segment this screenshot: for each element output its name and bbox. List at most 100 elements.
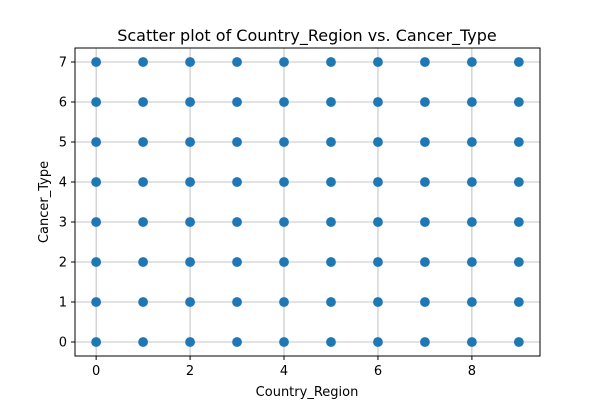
data-point xyxy=(232,137,242,147)
data-point xyxy=(326,297,336,307)
data-point xyxy=(466,57,477,67)
data-point xyxy=(326,217,336,227)
data-point xyxy=(513,297,524,307)
data-point xyxy=(373,337,383,347)
data-point xyxy=(513,177,524,187)
data-point xyxy=(279,337,289,347)
data-point xyxy=(373,217,383,227)
data-point xyxy=(232,257,242,267)
data-point xyxy=(513,217,524,227)
data-point xyxy=(420,97,430,107)
data-point xyxy=(91,137,102,147)
data-point xyxy=(466,337,477,347)
x-tick-label: 6 xyxy=(374,364,382,379)
data-point xyxy=(513,97,524,107)
data-point xyxy=(232,57,242,67)
data-point xyxy=(279,57,289,67)
data-point xyxy=(185,177,195,187)
data-point xyxy=(185,137,195,147)
data-point xyxy=(232,297,242,307)
y-tick-label: 5 xyxy=(59,136,67,151)
data-point xyxy=(420,297,430,307)
data-point xyxy=(279,177,289,187)
y-axis-label: Cancer_Type xyxy=(37,161,52,243)
data-point xyxy=(513,57,524,67)
data-point xyxy=(326,97,336,107)
data-point xyxy=(138,97,149,107)
data-point xyxy=(373,177,383,187)
data-point xyxy=(279,137,289,147)
data-point xyxy=(138,337,149,347)
plot-frame xyxy=(74,47,541,357)
data-point xyxy=(326,137,336,147)
data-point xyxy=(466,297,477,307)
data-point xyxy=(326,177,336,187)
data-point xyxy=(420,177,430,187)
data-point xyxy=(466,217,477,227)
data-point xyxy=(420,217,430,227)
x-axis-label: Country_Region xyxy=(256,385,359,400)
data-point xyxy=(513,137,524,147)
data-point xyxy=(420,57,430,67)
data-point xyxy=(513,337,524,347)
data-point xyxy=(373,297,383,307)
data-points xyxy=(91,57,524,347)
y-tick-label: 7 xyxy=(59,56,67,71)
data-point xyxy=(91,177,102,187)
data-point xyxy=(185,257,195,267)
data-point xyxy=(420,137,430,147)
data-point xyxy=(185,97,195,107)
data-point xyxy=(185,337,195,347)
data-point xyxy=(138,217,149,227)
data-point xyxy=(138,177,149,187)
data-point xyxy=(91,297,102,307)
data-point xyxy=(279,217,289,227)
x-tick-label: 4 xyxy=(280,364,288,379)
data-point xyxy=(91,257,102,267)
data-point xyxy=(279,257,289,267)
data-point xyxy=(138,137,149,147)
data-point xyxy=(232,217,242,227)
data-point xyxy=(373,137,383,147)
data-point xyxy=(185,57,195,67)
data-point xyxy=(91,97,102,107)
y-tick-label: 3 xyxy=(59,216,67,231)
data-point xyxy=(232,337,242,347)
data-point xyxy=(373,97,383,107)
data-point xyxy=(232,97,242,107)
data-point xyxy=(373,57,383,67)
data-point xyxy=(232,177,242,187)
data-point xyxy=(91,337,102,347)
chart-title: Scatter plot of Country_Region vs. Cance… xyxy=(117,26,497,46)
data-point xyxy=(185,297,195,307)
data-point xyxy=(326,257,336,267)
x-tick-label: 8 xyxy=(468,364,476,379)
data-point xyxy=(185,217,195,227)
data-point xyxy=(138,57,149,67)
data-point xyxy=(326,57,336,67)
data-point xyxy=(326,337,336,347)
data-point xyxy=(373,257,383,267)
data-point xyxy=(466,137,477,147)
data-point xyxy=(91,57,102,67)
data-point xyxy=(420,257,430,267)
data-point xyxy=(91,217,102,227)
x-tick-label: 2 xyxy=(186,364,194,379)
y-tick-label: 1 xyxy=(59,296,67,311)
y-tick-label: 4 xyxy=(59,176,67,191)
gridlines xyxy=(75,48,540,356)
data-point xyxy=(466,177,477,187)
x-tick-label: 0 xyxy=(92,364,100,379)
x-axis-ticks: 0 2 4 6 8 xyxy=(92,356,476,379)
y-axis-ticks: 0 1 2 3 4 5 6 7 xyxy=(59,56,75,351)
y-tick-label: 2 xyxy=(59,256,67,271)
data-point xyxy=(279,297,289,307)
y-tick-label: 0 xyxy=(59,336,67,351)
data-point xyxy=(420,337,430,347)
data-point xyxy=(466,97,477,107)
data-point xyxy=(466,257,477,267)
data-point xyxy=(138,257,149,267)
y-tick-label: 6 xyxy=(59,96,67,111)
